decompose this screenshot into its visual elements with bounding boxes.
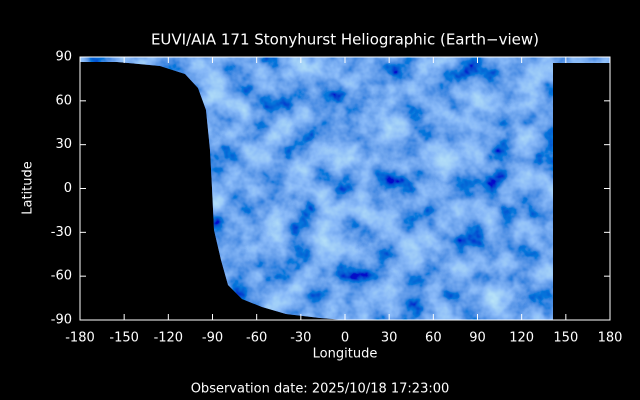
x-tick-label: -90	[202, 331, 223, 346]
x-tick-label: -150	[109, 331, 139, 346]
y-tick-label: 0	[64, 181, 72, 196]
x-tick-label: -30	[290, 331, 311, 346]
y-tick-label: -90	[51, 313, 72, 328]
y-tick-label: -30	[51, 225, 72, 240]
x-tick-label: 30	[381, 331, 398, 346]
x-tick-label: 150	[553, 331, 578, 346]
x-tick-label: 180	[598, 331, 623, 346]
x-tick-label: -120	[154, 331, 184, 346]
x-tick-label: -60	[246, 331, 267, 346]
x-tick-label: -180	[65, 331, 95, 346]
y-axis-label: Latitude	[21, 161, 36, 215]
x-tick-label: 90	[469, 331, 486, 346]
x-tick-label: 0	[341, 331, 349, 346]
x-tick-label: 60	[425, 331, 442, 346]
chart-title: EUVI/AIA 171 Stonyhurst Heliographic (Ea…	[151, 31, 539, 49]
y-tick-label: 90	[55, 50, 72, 65]
x-axis-label: Longitude	[313, 347, 378, 362]
y-tick-label: 30	[55, 137, 72, 152]
y-tick-label: 60	[55, 93, 72, 108]
footer: Observation date: 2025/10/18 17:23:00	[191, 382, 450, 397]
y-tick-label: -60	[51, 269, 72, 284]
x-tick-label: 120	[509, 331, 534, 346]
